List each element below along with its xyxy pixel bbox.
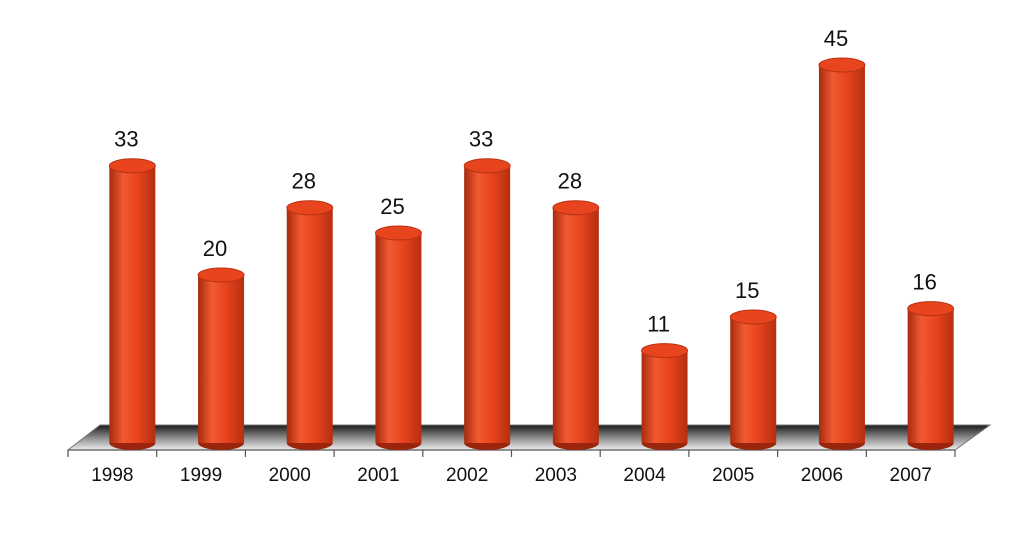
- x-tick-label: 2006: [801, 465, 843, 486]
- bar-top: [108, 158, 156, 174]
- value-label: 33: [114, 127, 138, 152]
- bar-top: [552, 200, 600, 216]
- bar-top: [286, 200, 334, 216]
- bar-top: [374, 225, 422, 241]
- x-tick-label: 2003: [535, 465, 577, 486]
- value-label: 25: [380, 194, 404, 219]
- bar: [818, 65, 865, 443]
- bar: [109, 165, 156, 444]
- value-label: 45: [824, 26, 848, 51]
- x-tick-label: 2001: [357, 465, 399, 486]
- bar-top: [907, 301, 955, 317]
- x-tick-label: 2007: [890, 465, 932, 486]
- value-label: 28: [558, 169, 582, 194]
- value-label: 33: [469, 127, 493, 152]
- x-tick-label: 1999: [180, 465, 222, 486]
- bar-top: [641, 343, 689, 359]
- bar-top: [463, 158, 511, 174]
- bar-top: [197, 267, 245, 283]
- bar-top: [818, 57, 866, 73]
- value-label: 20: [203, 236, 227, 261]
- x-tick-label: 2000: [269, 465, 311, 486]
- x-tick-label: 2004: [623, 465, 666, 486]
- bar-top: [729, 309, 777, 325]
- x-tick-label: 2002: [446, 465, 488, 486]
- bar: [286, 207, 333, 443]
- x-tick-label: 1998: [91, 465, 133, 486]
- bar: [641, 350, 688, 443]
- value-label: 11: [647, 311, 670, 336]
- bar: [198, 275, 245, 443]
- value-label: 16: [912, 269, 936, 294]
- bar: [464, 165, 511, 444]
- bar: [552, 207, 599, 443]
- x-tick-label: 2005: [712, 465, 754, 486]
- value-label: 28: [292, 169, 316, 194]
- bar: [375, 233, 422, 443]
- bar: [907, 308, 954, 443]
- bar: [730, 317, 777, 443]
- value-label: 15: [735, 278, 759, 303]
